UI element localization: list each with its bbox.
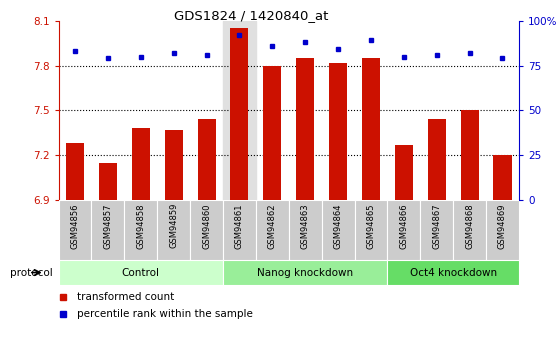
Bar <box>223 21 256 200</box>
Bar <box>460 110 479 200</box>
FancyBboxPatch shape <box>289 200 321 260</box>
Text: transformed count: transformed count <box>77 292 174 302</box>
Bar <box>362 58 380 200</box>
Bar <box>296 58 314 200</box>
Text: GSM94869: GSM94869 <box>498 203 507 249</box>
FancyBboxPatch shape <box>157 200 190 260</box>
Text: GSM94856: GSM94856 <box>70 203 80 249</box>
FancyBboxPatch shape <box>420 200 453 260</box>
Text: Oct4 knockdown: Oct4 knockdown <box>410 268 497 277</box>
FancyBboxPatch shape <box>387 260 519 285</box>
Bar <box>427 119 446 200</box>
Text: GSM94861: GSM94861 <box>235 203 244 249</box>
Text: GSM94863: GSM94863 <box>301 203 310 249</box>
Bar <box>230 28 248 200</box>
FancyBboxPatch shape <box>59 260 223 285</box>
FancyBboxPatch shape <box>59 200 92 260</box>
FancyBboxPatch shape <box>321 200 354 260</box>
Text: GSM94858: GSM94858 <box>136 203 145 249</box>
Text: GSM94862: GSM94862 <box>268 203 277 249</box>
FancyBboxPatch shape <box>190 200 223 260</box>
FancyBboxPatch shape <box>354 200 387 260</box>
Text: GSM94867: GSM94867 <box>432 203 441 249</box>
Bar <box>99 163 117 200</box>
Text: percentile rank within the sample: percentile rank within the sample <box>77 309 253 319</box>
FancyBboxPatch shape <box>92 200 124 260</box>
FancyBboxPatch shape <box>223 260 387 285</box>
Text: Control: Control <box>122 268 160 277</box>
FancyBboxPatch shape <box>387 200 420 260</box>
Text: GSM94864: GSM94864 <box>334 203 343 249</box>
Bar <box>395 145 413 200</box>
Text: GDS1824 / 1420840_at: GDS1824 / 1420840_at <box>174 9 328 22</box>
Text: GSM94859: GSM94859 <box>169 203 178 248</box>
Text: GSM94865: GSM94865 <box>367 203 376 249</box>
Bar <box>165 130 182 200</box>
Bar <box>198 119 215 200</box>
FancyBboxPatch shape <box>256 200 289 260</box>
Text: protocol: protocol <box>10 268 53 277</box>
Bar <box>329 62 347 200</box>
Bar <box>132 128 150 200</box>
Bar <box>66 143 84 200</box>
FancyBboxPatch shape <box>223 200 256 260</box>
Text: GSM94868: GSM94868 <box>465 203 474 249</box>
FancyBboxPatch shape <box>486 200 519 260</box>
Text: GSM94857: GSM94857 <box>103 203 112 249</box>
Bar <box>263 66 281 200</box>
FancyBboxPatch shape <box>453 200 486 260</box>
Text: Nanog knockdown: Nanog knockdown <box>257 268 353 277</box>
Text: GSM94866: GSM94866 <box>400 203 408 249</box>
Bar <box>493 155 512 200</box>
Text: GSM94860: GSM94860 <box>202 203 211 249</box>
FancyBboxPatch shape <box>124 200 157 260</box>
